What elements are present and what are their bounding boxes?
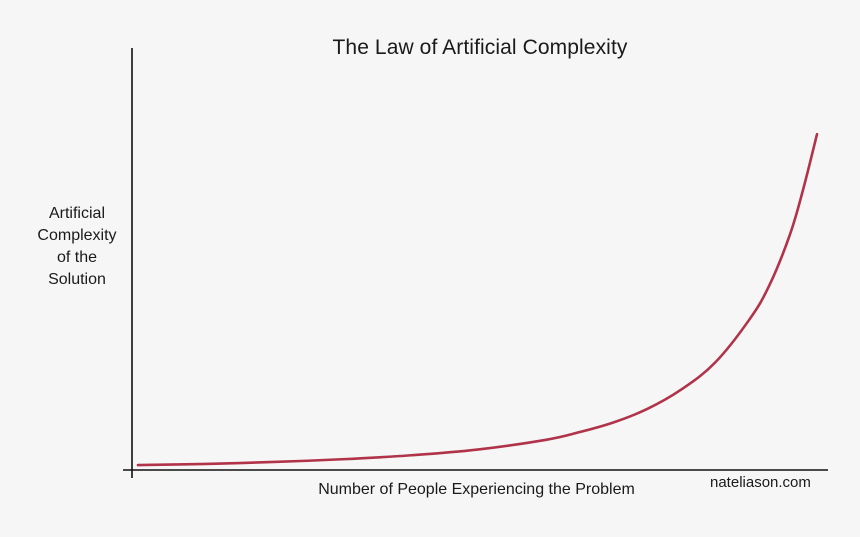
source-credit: nateliason.com bbox=[710, 474, 811, 491]
growth-curve bbox=[136, 132, 819, 467]
chart-title: The Law of Artificial Complexity bbox=[332, 36, 628, 59]
x-axis-label: Number of People Experiencing the Proble… bbox=[318, 481, 635, 498]
y-axis-label: Artificial Complexity of the Solution bbox=[37, 205, 117, 288]
